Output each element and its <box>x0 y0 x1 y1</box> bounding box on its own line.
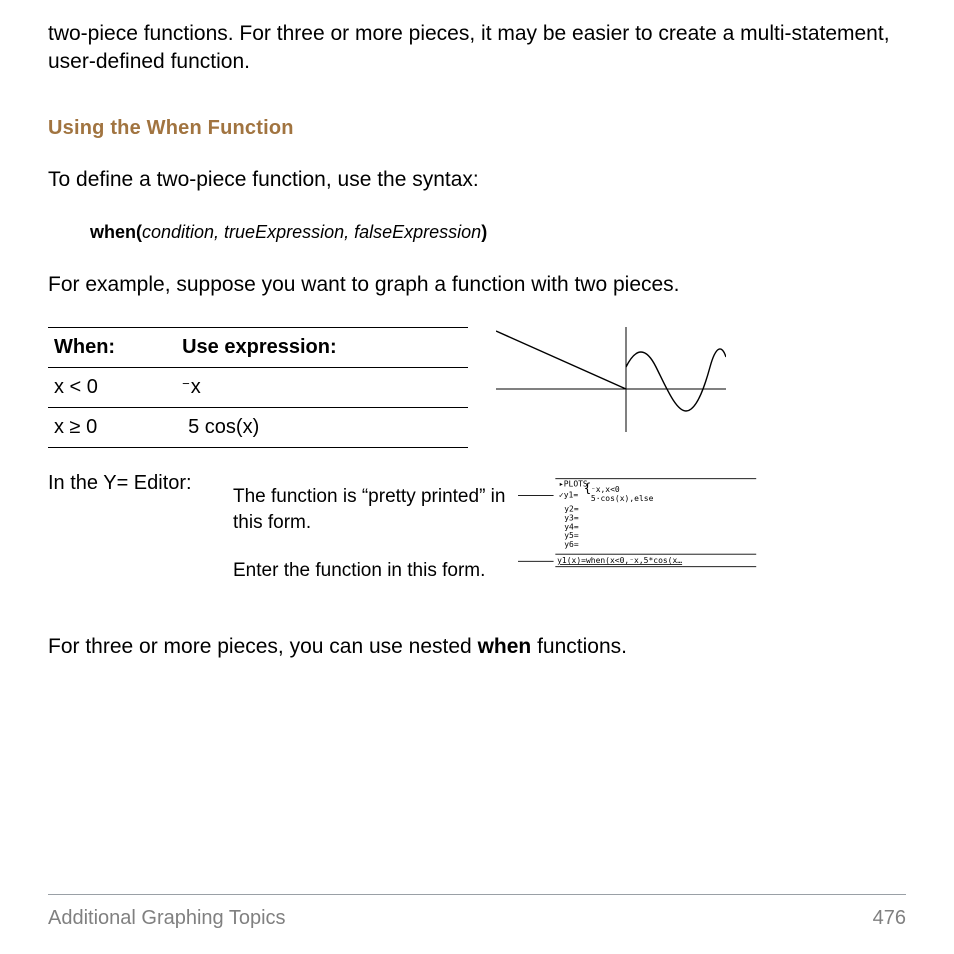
y-label: y4= <box>564 523 579 532</box>
syntax-kw-open: when( <box>90 222 142 242</box>
section-heading: Using the When Function <box>48 117 906 140</box>
define-text: To define a two-piece function, use the … <box>48 166 906 194</box>
expr-plain: 5 cos(x) <box>182 416 259 438</box>
y-label: y5= <box>564 532 579 541</box>
cos-piece <box>626 349 726 411</box>
left-piece-line <box>496 331 626 389</box>
table-header: When: <box>48 328 176 368</box>
pieces-table: When: Use expression: x < 0 x x ≥ 0 5 co… <box>48 327 468 448</box>
nested-post: functions. <box>531 635 627 658</box>
editor-note: Enter the function in this form. <box>233 558 508 584</box>
piecewise-graph <box>496 327 726 432</box>
table-row: x ≥ 0 5 cos(x) <box>48 408 468 448</box>
y-label: y3= <box>564 514 579 523</box>
footer-right: 476 <box>873 907 906 930</box>
nested-when-kw: when <box>478 635 532 658</box>
y1-check: ✓y1= <box>559 491 578 500</box>
nested-sentence: For three or more pieces, you can use ne… <box>48 633 906 661</box>
syntax-line: when(condition, trueExpression, falseExp… <box>90 222 906 243</box>
syntax-kw-close: ) <box>481 222 487 242</box>
table-cell: 5 cos(x) <box>176 408 468 448</box>
table-header: Use expression: <box>176 328 468 368</box>
table-cell: x <box>176 368 468 408</box>
y-editor-screen: ▸PLOTS ✓y1= { ⁻x,x<0 5·cos(x),else y2= y… <box>518 476 758 574</box>
entry-line: y1(x)=when(x<0,⁻x,5*cos(x… <box>557 556 682 565</box>
y-label: y2= <box>564 505 579 514</box>
y1-pretty-top: ⁻x,x<0 <box>591 485 620 494</box>
y-label: y6= <box>564 540 579 549</box>
footer: Additional Graphing Topics 476 <box>48 894 906 930</box>
syntax-args: condition, trueExpression, falseExpressi… <box>142 222 481 242</box>
example-intro: For example, suppose you want to graph a… <box>48 271 906 299</box>
neg-x: x <box>182 376 201 398</box>
table-row: x < 0 x <box>48 368 468 408</box>
editor-label: In the Y= Editor: <box>48 472 223 495</box>
table-cell: x < 0 <box>48 368 176 408</box>
editor-note: The function is “pretty printed” in this… <box>233 484 508 535</box>
y1-pretty-bot: 5·cos(x),else <box>591 494 654 503</box>
intro-paragraph: two-piece functions. For three or more p… <box>48 20 906 77</box>
footer-left: Additional Graphing Topics <box>48 907 286 930</box>
nested-pre: For three or more pieces, you can use ne… <box>48 635 478 658</box>
x-axis <box>496 327 726 389</box>
table-cell: x ≥ 0 <box>48 408 176 448</box>
